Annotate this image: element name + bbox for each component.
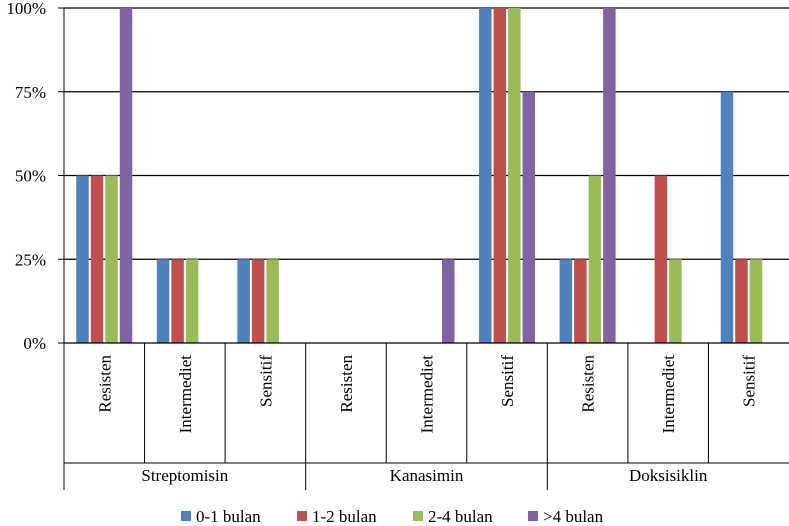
gridlines bbox=[64, 7, 789, 260]
group-label: Streptomisin bbox=[141, 466, 228, 485]
y-tick-label: 25% bbox=[15, 250, 46, 269]
bar bbox=[442, 259, 455, 343]
bar bbox=[105, 175, 118, 343]
legend-swatch bbox=[528, 511, 538, 521]
bar bbox=[735, 259, 748, 343]
bar bbox=[251, 259, 265, 343]
group-labels: Streptomisin Kanasimin Doksisiklin bbox=[141, 466, 707, 485]
bar bbox=[76, 175, 89, 343]
legend-swatch bbox=[413, 511, 423, 521]
bar bbox=[90, 175, 104, 343]
legend-label: >4 bulan bbox=[543, 507, 604, 526]
legend-swatch bbox=[297, 511, 307, 521]
bar bbox=[588, 175, 602, 343]
axes bbox=[63, 8, 789, 490]
group-label: Kanasimin bbox=[390, 466, 464, 485]
bar bbox=[171, 259, 184, 343]
category-label: Resisten bbox=[579, 355, 598, 413]
bar bbox=[479, 8, 492, 343]
y-tick-label: 75% bbox=[15, 83, 46, 102]
bar bbox=[508, 8, 521, 343]
bar bbox=[119, 8, 133, 343]
bar bbox=[185, 259, 199, 343]
bar bbox=[574, 259, 587, 343]
category-label: Intermediet bbox=[659, 355, 678, 434]
legend: 0-1 bulan 1-2 bulan 2-4 bulan >4 bulan bbox=[181, 507, 604, 526]
category-label: Intermediet bbox=[176, 355, 195, 434]
legend-swatch bbox=[181, 511, 191, 521]
legend-label: 1-2 bulan bbox=[312, 507, 377, 526]
y-tick-label: 50% bbox=[15, 167, 46, 186]
bar bbox=[493, 8, 507, 343]
category-label: Resisten bbox=[337, 355, 356, 413]
bar bbox=[266, 259, 279, 343]
category-label: Intermediet bbox=[418, 355, 437, 434]
category-label: Sensitif bbox=[740, 355, 759, 407]
y-axis-ticks: 0% 25% 50% 75% 100% bbox=[6, 0, 64, 353]
bar bbox=[603, 8, 616, 343]
legend-label: 0-1 bulan bbox=[196, 507, 261, 526]
bar bbox=[654, 175, 668, 343]
bar bbox=[156, 259, 170, 343]
category-label: Sensitif bbox=[256, 355, 275, 407]
group-label: Doksisiklin bbox=[629, 466, 708, 485]
bar bbox=[237, 259, 250, 343]
category-label: Sensitif bbox=[498, 355, 517, 407]
bar bbox=[749, 259, 763, 343]
bars bbox=[76, 8, 763, 343]
bar bbox=[669, 259, 682, 343]
category-labels: Resisten Intermediet Sensitif Resisten Inter… bbox=[95, 355, 758, 434]
bar bbox=[559, 259, 573, 343]
legend-label: 2-4 bulan bbox=[428, 507, 493, 526]
bar bbox=[522, 91, 536, 343]
bar bbox=[720, 91, 734, 343]
y-tick-label: 0% bbox=[23, 334, 46, 353]
category-label: Resisten bbox=[95, 355, 114, 413]
y-tick-label: 100% bbox=[6, 0, 46, 18]
